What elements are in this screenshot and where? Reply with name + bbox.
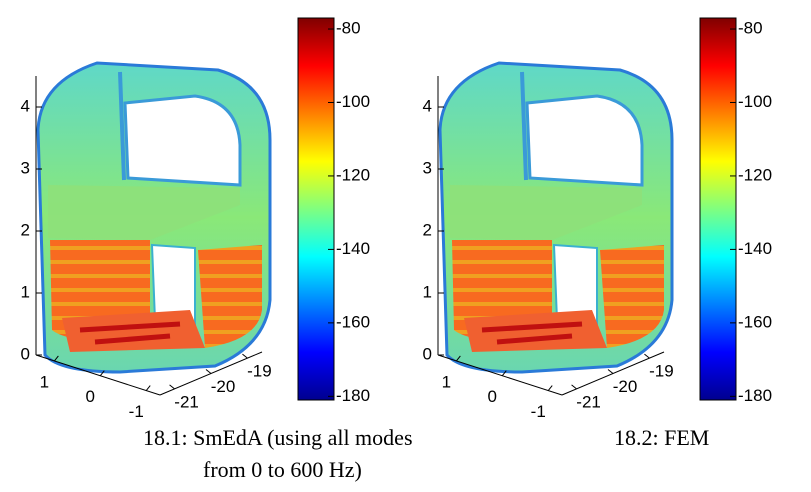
y-tick [571, 384, 577, 390]
z-tick-label: 1 [21, 282, 30, 301]
colorbar-tick-label: -160 [336, 312, 370, 331]
y-tick-label: -19 [247, 362, 272, 381]
colorbar-tick-label: -180 [738, 386, 772, 405]
z-tick-label: 4 [423, 96, 432, 115]
surface-plot [440, 63, 672, 372]
colorbar-tick-label: -100 [738, 92, 772, 111]
x-tick-label: 0 [86, 387, 95, 406]
x-tick-label: -1 [129, 402, 144, 421]
colorbar [699, 17, 737, 401]
z-tick-label: 3 [423, 158, 432, 177]
z-tick-label: 2 [423, 220, 432, 239]
colorbar-tick-label: -120 [738, 165, 772, 184]
colorbar-tick-label: -80 [738, 19, 763, 38]
x-tick [455, 355, 461, 362]
y-tick [644, 353, 650, 359]
x-tick-label: 0 [488, 387, 497, 406]
colorbar-tick-label: -120 [336, 165, 370, 184]
colorbar [297, 17, 335, 401]
x-tick [53, 355, 59, 362]
y-tick-label: -20 [211, 377, 236, 396]
y-tick-label: -20 [613, 377, 638, 396]
surface-plot [38, 63, 270, 372]
y-tick-label: -21 [174, 392, 199, 411]
caption: from 0 to 600 Hz) [203, 457, 362, 482]
x-tick-label: 1 [442, 372, 451, 391]
y-tick [242, 353, 248, 359]
colorbar-tick-label: -100 [336, 92, 370, 111]
colorbar-tick-label: -140 [738, 239, 772, 258]
y-tick [205, 369, 212, 374]
x-tick [145, 385, 151, 391]
x-tick-label: 1 [40, 372, 49, 391]
x-tick [501, 370, 507, 377]
x-tick [547, 385, 553, 391]
y-tick-label: -21 [576, 392, 601, 411]
colorbar-tick-label: -140 [336, 239, 370, 258]
x-axis [35, 354, 161, 396]
colorbar-tick-label: -80 [336, 19, 361, 38]
z-tick-label: 0 [21, 344, 30, 363]
colorbar-tick-label: -180 [336, 386, 370, 405]
colorbar-tick-label: -160 [738, 312, 772, 331]
caption: 18.1: SmEdA (using all modes [143, 425, 413, 450]
y-tick [169, 384, 175, 390]
z-tick-label: 3 [21, 158, 30, 177]
x-tick-label: -1 [531, 402, 546, 421]
z-tick-label: 1 [423, 282, 432, 301]
z-tick-label: 0 [423, 344, 432, 363]
x-tick [99, 370, 105, 377]
x-axis [437, 354, 563, 396]
y-tick-label: -19 [649, 362, 674, 381]
z-tick-label: 2 [21, 220, 30, 239]
z-tick-label: 4 [21, 96, 30, 115]
caption: 18.2: FEM [614, 425, 709, 450]
y-tick [607, 369, 614, 374]
